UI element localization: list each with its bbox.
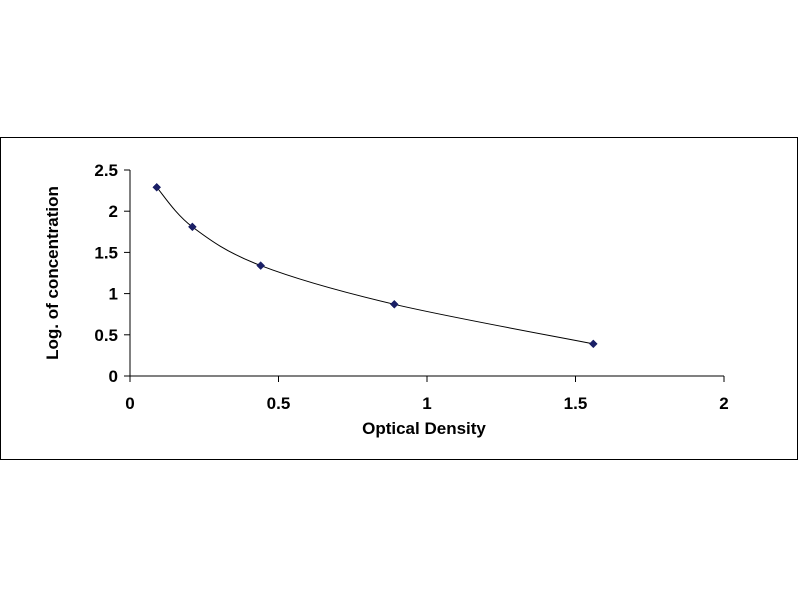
y-tick-label: 1: [109, 285, 118, 304]
trend-curve: [156, 186, 594, 345]
chart-svg: 0 0.5 1 1.5 2 2.5 0 0.5 1 1.5 2 Optical Density L…: [43, 161, 729, 438]
x-ticks: 0 0.5 1 1.5 2: [125, 376, 729, 413]
x-tick-label: 1.5: [564, 394, 588, 413]
y-tick-label: 2.5: [94, 161, 118, 180]
axes: [129, 170, 724, 377]
x-tick-label: 0: [125, 394, 134, 413]
data-point: [389, 299, 399, 309]
data-point: [152, 182, 162, 192]
y-tick-label: 0: [109, 367, 118, 386]
chart-frame: 0 0.5 1 1.5 2 2.5 0 0.5 1 1.5 2 Optical Density L…: [0, 137, 798, 460]
y-axis-title: Log. of concentration: [43, 186, 62, 360]
data-point: [188, 222, 197, 232]
y-tick-label: 0.5: [94, 326, 118, 345]
x-tick-label: 1: [422, 394, 431, 413]
data-point: [256, 261, 266, 270]
y-tick-label: 2: [109, 202, 118, 221]
data-markers: [152, 182, 598, 349]
x-tick-label: 2: [719, 394, 728, 413]
x-axis-title: Optical Density: [362, 419, 486, 438]
x-tick-label: 0.5: [267, 394, 291, 413]
y-tick-label: 1.5: [94, 243, 118, 262]
data-point: [588, 339, 598, 349]
y-ticks: 0 0.5 1 1.5 2 2.5: [94, 161, 130, 386]
